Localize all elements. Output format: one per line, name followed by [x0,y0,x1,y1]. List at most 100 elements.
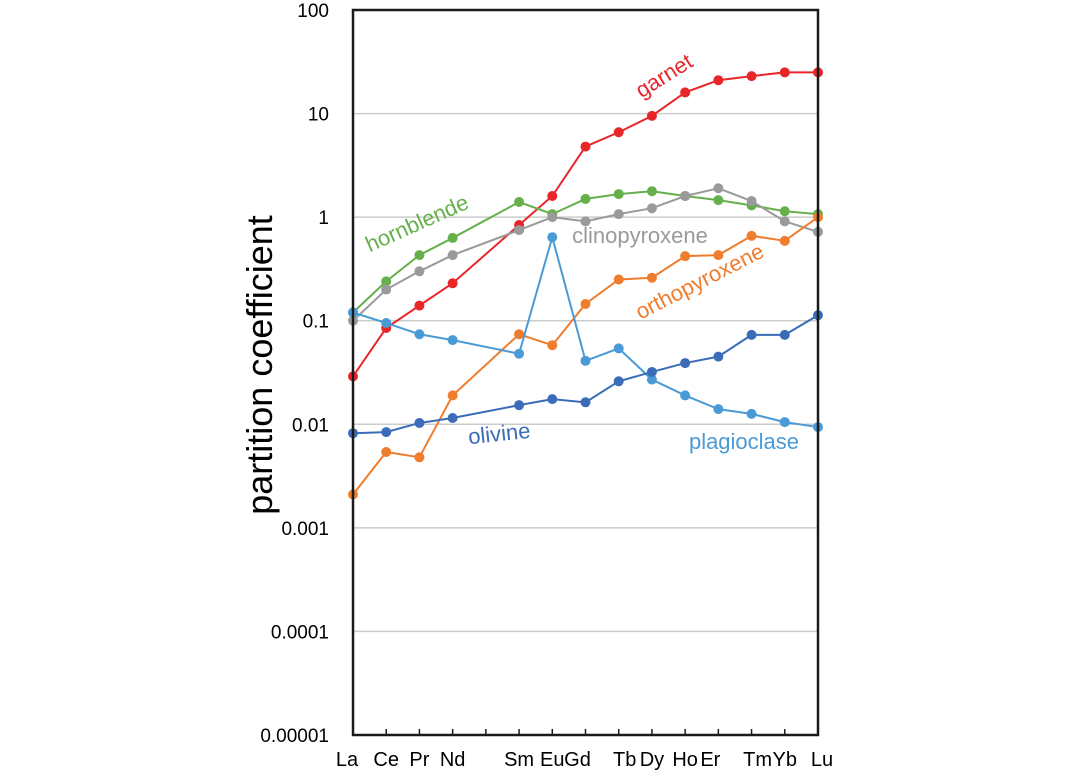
garnet-point-Yb [779,67,790,78]
clinopyroxene-point-Gd [580,216,591,227]
olivine-point-Yb [779,329,790,340]
x-tick-label: Sm [504,749,534,771]
series-lines [348,67,823,500]
olivine-point-Ce [381,427,392,438]
orthopyroxene-line [352,216,819,496]
hornblende-point-Yb [779,206,790,217]
garnet-point-Gd [580,141,591,152]
plot-frame [351,8,820,737]
series-clinopyroxene [348,183,823,326]
orthopyroxene-point-Dy [646,272,657,283]
y-tick-label: 100 [297,1,329,22]
garnet-line [352,71,818,377]
orthopyroxene-point-Gd [580,299,591,310]
garnet-point-Nd [447,278,458,289]
plagioclase-line [352,233,819,429]
plagioclase-point-Nd [447,335,458,346]
x-tick-label: La [336,749,359,771]
olivine-label: olivine [467,418,532,449]
olivine-point-Tm [746,329,757,340]
y-tick-label: 10 [308,105,329,126]
garnet-point-Pr [414,300,425,311]
garnet-point-Er [713,75,724,86]
plagioclase-point-Tm [746,408,757,419]
x-tick-label: Ce [373,749,399,771]
x-tick-label: Ho [672,749,698,771]
clinopyroxene-point-Eu [547,212,558,223]
orthopyroxene-point-Sm [514,329,525,340]
garnet-point-Tm [746,71,757,82]
x-axis-ticks: La Ce Pr Nd Sm Eu Gd Tb Dy Ho Er Tm Yb Lu [336,729,833,771]
orthopyroxene-point-Er [713,250,724,261]
olivine-point-Sm [514,400,525,411]
orthopyroxene-point-Yb [779,235,790,246]
orthopyroxene-point-Ce [381,447,392,458]
hornblende-point-Nd [447,232,458,243]
clinopyroxene-point-Pr [414,266,425,277]
olivine-point-Er [713,351,724,362]
clinopyroxene-point-Ce [381,284,392,295]
series-orthopyroxene [348,212,823,500]
plagioclase-point-Ce [381,318,392,329]
clinopyroxene-point-Sm [514,225,525,236]
hornblende-point-Gd [580,193,591,204]
x-tick-label: Pr [409,749,429,771]
plagioclase-point-Gd [580,355,591,366]
clinopyroxene-line [352,187,819,322]
orthopyroxene-point-Tb [613,274,624,285]
olivine-point-Dy [646,366,657,377]
orthopyroxene-point-Ho [680,251,691,262]
olivine-point-Eu [547,394,558,405]
olivine-point-Ho [680,358,691,369]
y-tick-label: 0.00001 [260,726,329,747]
series-plagioclase [348,232,823,433]
hornblende-point-Er [713,195,724,206]
clinopyroxene-point-Tm [746,196,757,207]
garnet-point-Dy [646,110,657,121]
y-tick-label: 0.001 [281,519,329,540]
plagioclase-point-Pr [414,329,425,340]
orthopyroxene-point-Tm [746,230,757,241]
hornblende-point-Pr [414,250,425,261]
y-axis-ticks: 100 10 1 0.1 0.01 0.001 0.0001 0.00001 [260,1,329,747]
x-tick-label: Dy [640,749,664,771]
plagioclase-point-Dy [646,374,657,385]
olivine-line [352,314,819,435]
clinopyroxene-point-Ho [680,191,691,202]
plagioclase-point-Ho [680,390,691,401]
olivine-point-Tb [613,376,624,387]
hornblende-point-Ce [381,276,392,287]
garnet-point-Eu [547,191,558,202]
gridlines [353,112,818,633]
orthopyroxene-point-Pr [414,452,425,463]
garnet-point-Ho [680,87,691,98]
olivine-point-Gd [580,397,591,408]
plagioclase-point-Tb [613,343,624,354]
clinopyroxene-point-Nd [447,250,458,261]
clinopyroxene-point-Er [713,183,724,194]
plagioclase-point-Sm [514,348,525,359]
hornblende-point-Dy [646,186,657,197]
hornblende-label: hornblende [362,189,473,257]
clinopyroxene-point-Dy [646,203,657,214]
orthopyroxene-point-Eu [547,340,558,351]
x-tick-label: Eu [540,749,564,771]
plagioclase-point-Er [713,404,724,415]
y-tick-label: 0.01 [292,415,329,436]
x-tick-label: Yb [773,749,797,771]
plot-border [351,8,820,737]
clinopyroxene-point-Yb [779,216,790,227]
olivine-point-Pr [414,417,425,428]
garnet-point-Tb [613,127,624,138]
plagioclase-point-Eu [547,232,558,243]
olivine-point-Nd [447,412,458,423]
hornblende-point-Tb [613,189,624,200]
x-tick-label: Lu [811,749,833,771]
y-tick-label: 0.1 [303,312,329,333]
plagioclase-point-Yb [779,417,790,428]
x-tick-label: Tb [613,749,636,771]
y-tick-label: 0.0001 [271,622,329,643]
hornblende-line [352,190,819,314]
hornblende-point-Sm [514,197,525,208]
